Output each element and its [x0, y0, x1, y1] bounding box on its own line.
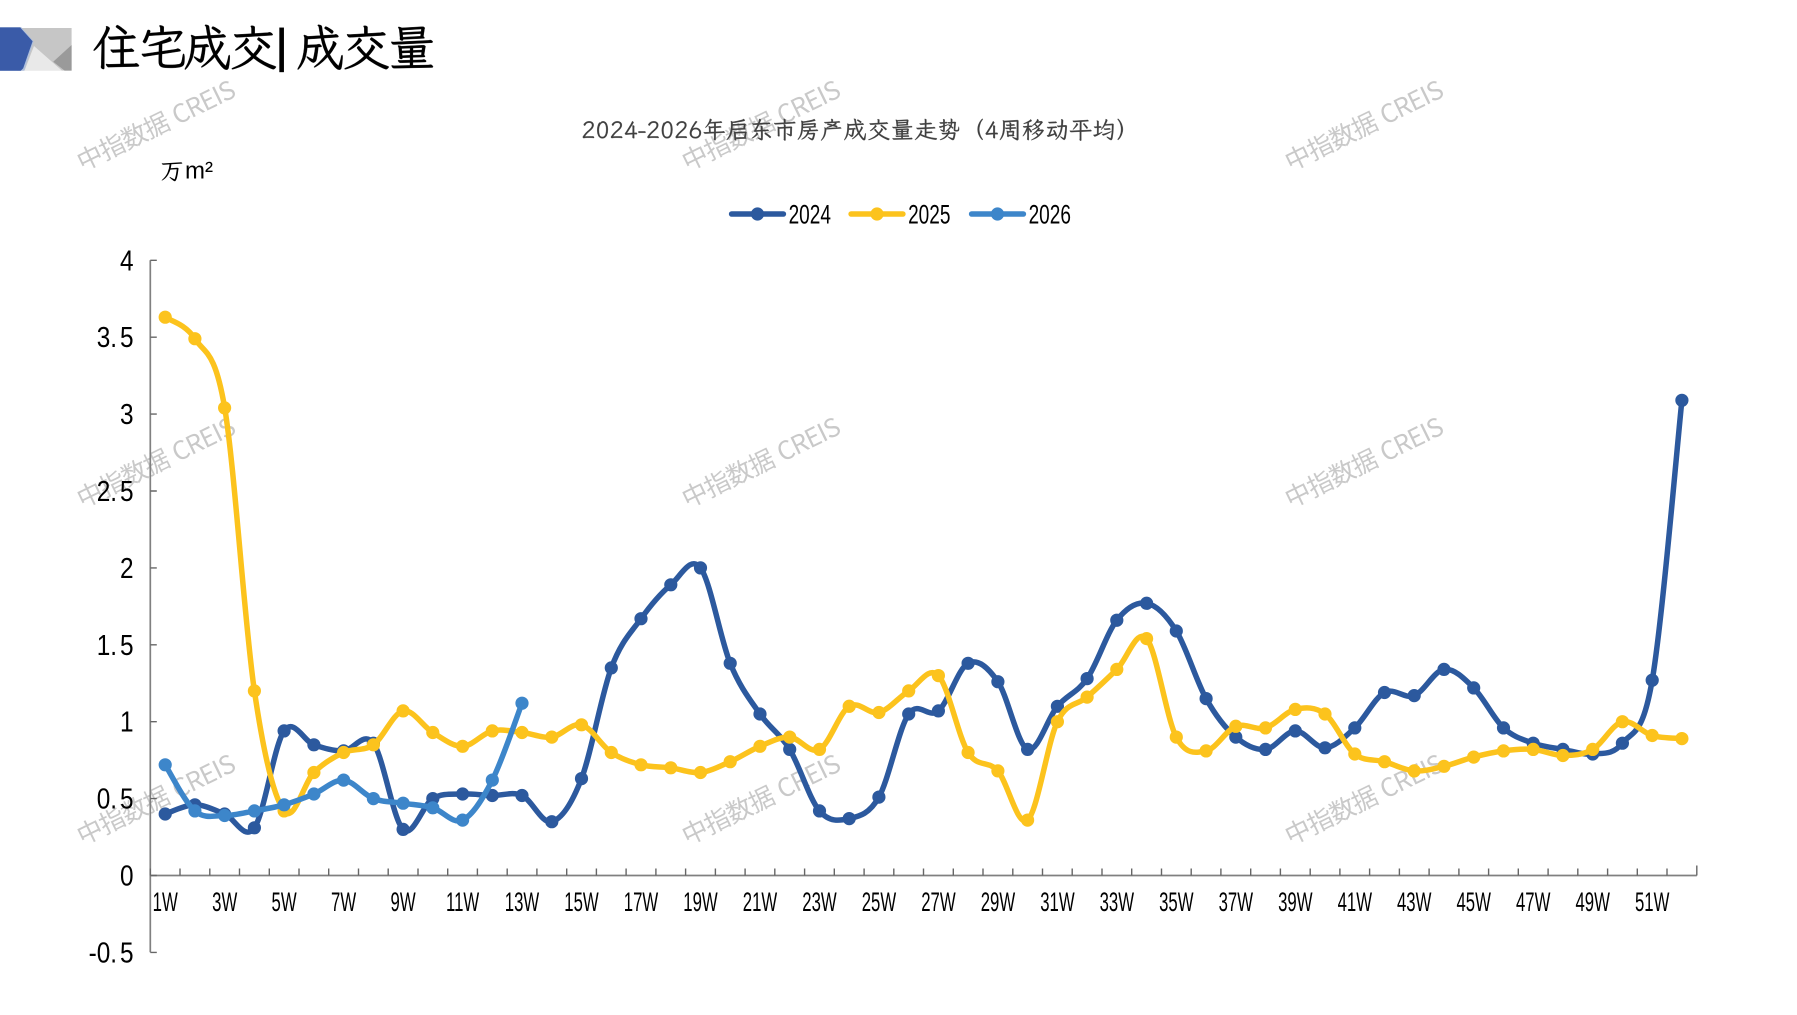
svg-text:3.5: 3. 5: [97, 321, 134, 353]
svg-text:1W: 1W: [153, 887, 179, 917]
svg-text:9W: 9W: [391, 887, 417, 917]
svg-text:31W: 31W: [1040, 887, 1075, 917]
svg-text:2025: 2025: [908, 199, 950, 229]
svg-text:51W: 51W: [1635, 887, 1670, 917]
svg-text:7W: 7W: [331, 887, 357, 917]
svg-text:29W: 29W: [981, 887, 1016, 917]
svg-text:41W: 41W: [1338, 887, 1373, 917]
svg-text:2.5: 2. 5: [97, 475, 134, 507]
svg-text:15W: 15W: [564, 887, 599, 917]
svg-text:33W: 33W: [1100, 887, 1135, 917]
svg-text:3W: 3W: [212, 887, 238, 917]
svg-text:0.5: 0. 5: [97, 783, 134, 815]
svg-text:2026: 2026: [1029, 199, 1071, 229]
svg-text:37W: 37W: [1219, 887, 1254, 917]
svg-text:49W: 49W: [1575, 887, 1610, 917]
svg-text:3: 3: [120, 398, 134, 430]
svg-text:m²: m²: [185, 158, 213, 185]
svg-text:43W: 43W: [1397, 887, 1432, 917]
svg-text:1.5: 1. 5: [97, 629, 134, 661]
svg-text:17W: 17W: [624, 887, 659, 917]
svg-text:-0.5: -0. 5: [89, 936, 134, 968]
svg-text:47W: 47W: [1516, 887, 1551, 917]
svg-text:21W: 21W: [743, 887, 778, 917]
svg-text:5W: 5W: [272, 887, 298, 917]
svg-text:45W: 45W: [1456, 887, 1491, 917]
svg-text:1: 1: [120, 706, 134, 738]
svg-text:2024: 2024: [789, 199, 831, 229]
svg-text:0: 0: [120, 860, 134, 892]
svg-text:19W: 19W: [683, 887, 718, 917]
svg-text:2: 2: [120, 552, 134, 584]
svg-text:11W: 11W: [446, 887, 480, 917]
svg-text:35W: 35W: [1159, 887, 1194, 917]
svg-text:39W: 39W: [1278, 887, 1313, 917]
svg-text:13W: 13W: [505, 887, 540, 917]
svg-text:27W: 27W: [921, 887, 956, 917]
svg-text:23W: 23W: [802, 887, 837, 917]
svg-text:4: 4: [120, 244, 134, 276]
svg-text:25W: 25W: [862, 887, 897, 917]
